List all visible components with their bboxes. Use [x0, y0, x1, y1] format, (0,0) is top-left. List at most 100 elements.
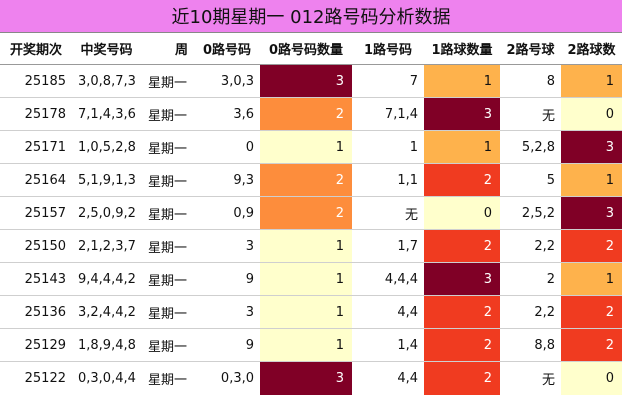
- cell-numbers: 5,1,9,1,3: [72, 163, 141, 197]
- cell-route2: 5,2,8: [500, 130, 561, 164]
- header-route0: 0路号码: [194, 33, 260, 65]
- cell-numbers: 3,2,4,4,2: [72, 295, 141, 329]
- cell-route0: 9,3: [194, 163, 260, 197]
- cell-numbers: 0,3,0,4,4: [72, 361, 141, 395]
- header-row: 开奖期次 中奖号码 周 0路号码 0路号码数量 1路号码 1路球数量 2路号球 …: [0, 33, 622, 65]
- table-row: 25171 1,0,5,2,8 星期一 0 1 1 1 5,2,8 3: [0, 130, 622, 164]
- cell-issue: 25136: [0, 295, 72, 329]
- cell-weekday: 星期一: [141, 295, 194, 329]
- header-issue: 开奖期次: [0, 33, 72, 65]
- cell-route1: 1: [352, 130, 424, 164]
- cell-route1: 4,4: [352, 361, 424, 395]
- cell-route1-count: 2: [424, 361, 500, 395]
- cell-route0: 9: [194, 262, 260, 296]
- cell-route0-count: 1: [260, 262, 352, 296]
- cell-weekday: 星期一: [141, 64, 194, 98]
- cell-route1-count: 2: [424, 295, 500, 329]
- cell-route1-count: 2: [424, 328, 500, 362]
- cell-numbers: 1,0,5,2,8: [72, 130, 141, 164]
- table-row: 25122 0,3,0,4,4 星期一 0,3,0 3 4,4 2 无 0: [0, 361, 622, 395]
- cell-numbers: 3,0,8,7,3: [72, 64, 141, 98]
- cell-route2-count: 1: [561, 64, 622, 98]
- cell-numbers: 2,1,2,3,7: [72, 229, 141, 263]
- cell-route2: 无: [500, 361, 561, 395]
- cell-route0: 3: [194, 295, 260, 329]
- cell-weekday: 星期一: [141, 163, 194, 197]
- cell-route0: 3,6: [194, 97, 260, 131]
- cell-route2-count: 2: [561, 295, 622, 329]
- cell-issue: 25122: [0, 361, 72, 395]
- cell-route2-count: 3: [561, 196, 622, 230]
- cell-route2-count: 3: [561, 130, 622, 164]
- cell-route1-count: 1: [424, 130, 500, 164]
- cell-weekday: 星期一: [141, 196, 194, 230]
- cell-weekday: 星期一: [141, 361, 194, 395]
- cell-issue: 25143: [0, 262, 72, 296]
- cell-weekday: 星期一: [141, 97, 194, 131]
- cell-route0: 3: [194, 229, 260, 263]
- table-row: 25129 1,8,9,4,8 星期一 9 1 1,4 2 8,8 2: [0, 328, 622, 362]
- cell-route2-count: 0: [561, 97, 622, 131]
- cell-route0: 0: [194, 130, 260, 164]
- cell-route0: 0,9: [194, 196, 260, 230]
- cell-route1: 4,4,4: [352, 262, 424, 296]
- cell-route2: 8: [500, 64, 561, 98]
- cell-route1-count: 3: [424, 262, 500, 296]
- cell-issue: 25171: [0, 130, 72, 164]
- table-row: 25143 9,4,4,4,2 星期一 9 1 4,4,4 3 2 1: [0, 262, 622, 296]
- cell-issue: 25129: [0, 328, 72, 362]
- cell-issue: 25178: [0, 97, 72, 131]
- header-weekday: 周: [141, 33, 194, 65]
- cell-route0-count: 1: [260, 130, 352, 164]
- cell-route2-count: 2: [561, 328, 622, 362]
- cell-weekday: 星期一: [141, 262, 194, 296]
- cell-route2-count: 1: [561, 163, 622, 197]
- cell-route2-count: 2: [561, 229, 622, 263]
- cell-route1: 1,7: [352, 229, 424, 263]
- cell-route2: 2: [500, 262, 561, 296]
- cell-route2: 2,2: [500, 229, 561, 263]
- cell-route2: 5: [500, 163, 561, 197]
- table-row: 25185 3,0,8,7,3 星期一 3,0,3 3 7 1 8 1: [0, 64, 622, 98]
- cell-route0-count: 1: [260, 229, 352, 263]
- header-route1: 1路号码: [352, 33, 424, 65]
- cell-route1: 4,4: [352, 295, 424, 329]
- header-route2: 2路号球: [500, 33, 561, 65]
- header-route2-count: 2路球数: [561, 33, 622, 65]
- cell-route1: 1,1: [352, 163, 424, 197]
- cell-route0-count: 2: [260, 97, 352, 131]
- cell-route2: 无: [500, 97, 561, 131]
- cell-route0-count: 3: [260, 64, 352, 98]
- cell-route1: 无: [352, 196, 424, 230]
- cell-route2: 2,5,2: [500, 196, 561, 230]
- header-route1-count: 1路球数量: [424, 33, 500, 65]
- cell-issue: 25157: [0, 196, 72, 230]
- page-title: 近10期星期一 012路号码分析数据: [0, 0, 622, 33]
- cell-route0: 0,3,0: [194, 361, 260, 395]
- cell-numbers: 7,1,4,3,6: [72, 97, 141, 131]
- cell-route1-count: 0: [424, 196, 500, 230]
- cell-weekday: 星期一: [141, 229, 194, 263]
- cell-issue: 25185: [0, 64, 72, 98]
- table-row: 25136 3,2,4,4,2 星期一 3 1 4,4 2 2,2 2: [0, 295, 622, 329]
- cell-numbers: 9,4,4,4,2: [72, 262, 141, 296]
- cell-route0-count: 3: [260, 361, 352, 395]
- cell-numbers: 2,5,0,9,2: [72, 196, 141, 230]
- cell-route1-count: 3: [424, 97, 500, 131]
- cell-route2-count: 1: [561, 262, 622, 296]
- cell-route2: 2,2: [500, 295, 561, 329]
- data-table: 开奖期次 中奖号码 周 0路号码 0路号码数量 1路号码 1路球数量 2路号球 …: [0, 33, 622, 395]
- cell-numbers: 1,8,9,4,8: [72, 328, 141, 362]
- table-row: 25164 5,1,9,1,3 星期一 9,3 2 1,1 2 5 1: [0, 163, 622, 197]
- cell-issue: 25164: [0, 163, 72, 197]
- table-row: 25150 2,1,2,3,7 星期一 3 1 1,7 2 2,2 2: [0, 229, 622, 263]
- cell-route0-count: 1: [260, 328, 352, 362]
- cell-route2: 8,8: [500, 328, 561, 362]
- cell-route0-count: 1: [260, 295, 352, 329]
- cell-route0-count: 2: [260, 196, 352, 230]
- cell-route2-count: 0: [561, 361, 622, 395]
- cell-route0: 9: [194, 328, 260, 362]
- cell-weekday: 星期一: [141, 130, 194, 164]
- cell-weekday: 星期一: [141, 328, 194, 362]
